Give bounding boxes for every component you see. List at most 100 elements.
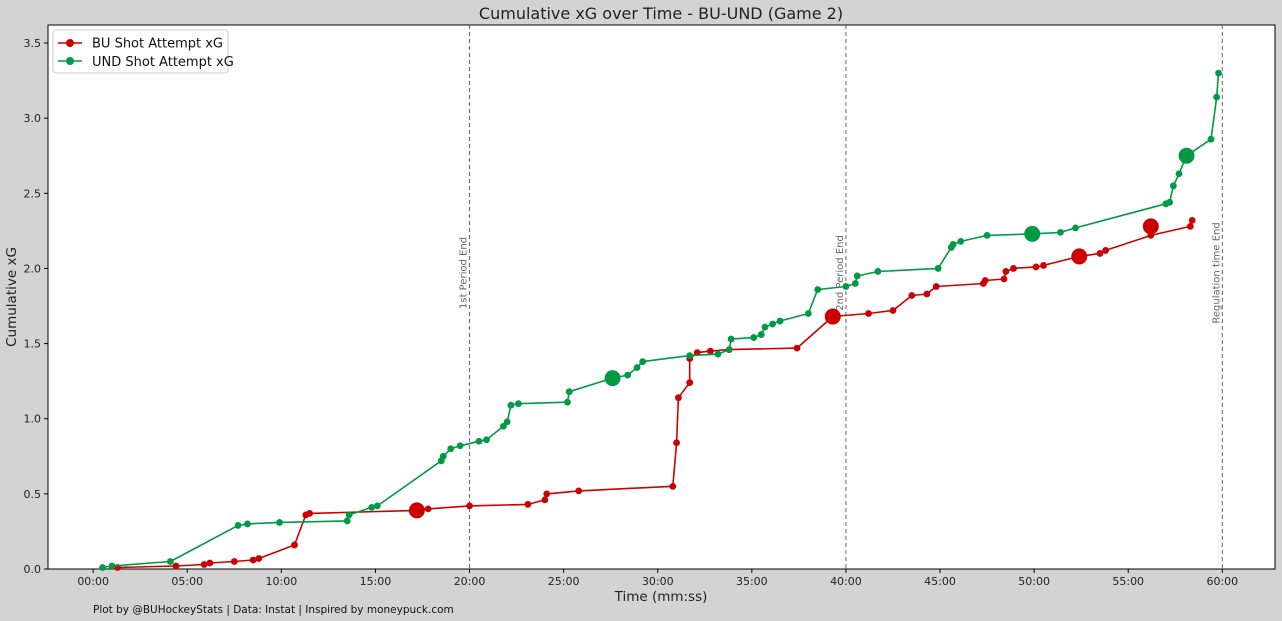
y-tick-label: 0.0 — [24, 563, 42, 576]
goal-point — [1024, 225, 1041, 242]
x-tick-label: 05:00 — [171, 575, 203, 588]
shot-point — [447, 445, 455, 453]
shot-point — [1175, 170, 1183, 178]
shot-point — [842, 283, 850, 290]
shot-point — [1096, 250, 1104, 257]
shot-point — [675, 394, 682, 402]
shot-point — [108, 562, 116, 570]
shot-point — [865, 310, 872, 317]
period-end-label: 2nd Period End — [835, 235, 846, 311]
x-tick-label: 45:00 — [924, 575, 956, 588]
x-tick-label: 50:00 — [1018, 575, 1050, 588]
shot-point — [633, 364, 641, 372]
shot-point — [507, 401, 515, 409]
period-end-label: Regulation time End — [1211, 222, 1222, 323]
y-tick-label: 1.0 — [24, 413, 42, 426]
x-tick-label: 15:00 — [360, 575, 392, 588]
x-tick-label: 25:00 — [548, 575, 580, 588]
y-axis-ticks: 0.0 0.5 1.0 1.5 2.0 2.5 3.0 3.5 — [24, 37, 48, 576]
shot-point — [908, 292, 916, 299]
shot-point — [200, 561, 208, 568]
y-tick-label: 1.5 — [24, 338, 42, 351]
y-tick-label: 3.0 — [24, 112, 42, 125]
shot-point — [500, 422, 507, 430]
shot-point — [1102, 247, 1110, 254]
shot-point — [853, 272, 861, 280]
goal-point — [604, 370, 621, 387]
shot-point — [172, 562, 180, 570]
shot-point — [776, 317, 784, 325]
shot-point — [639, 358, 647, 366]
shot-point — [276, 519, 283, 526]
shot-point — [541, 496, 549, 504]
shot-point — [983, 231, 991, 239]
period-end-lines: 1st Period End 2nd Period End Regulation t… — [459, 25, 1223, 569]
shot-point — [769, 320, 776, 328]
shot-point — [686, 352, 694, 360]
x-tick-label: 55:00 — [1112, 575, 1144, 588]
shot-point — [727, 335, 735, 343]
legend-marker-bu — [66, 39, 74, 47]
chart-footnote: Plot by @BUHockeyStats | Data: Instat | … — [93, 604, 454, 616]
goal-point — [824, 308, 841, 325]
x-tick-label: 20:00 — [454, 575, 486, 588]
shot-point — [1169, 182, 1177, 190]
shot-point — [99, 564, 106, 571]
y-tick-label: 3.5 — [24, 37, 42, 50]
x-axis-label: Time (mm:ss) — [614, 589, 708, 605]
shot-point — [1002, 268, 1010, 275]
shot-point — [804, 310, 812, 317]
legend-marker-und — [66, 57, 74, 65]
plot-background — [47, 24, 1276, 570]
x-tick-label: 40:00 — [830, 575, 862, 588]
shot-point — [1215, 69, 1222, 77]
shot-point — [466, 502, 473, 510]
shot-point — [981, 277, 989, 284]
shot-point — [1032, 263, 1040, 271]
series-0 — [114, 216, 1196, 571]
legend-box — [52, 29, 229, 74]
shot-point — [475, 437, 483, 445]
x-tick-label: 00:00 — [77, 575, 109, 588]
x-tick-label: 10:00 — [266, 575, 298, 588]
shot-point — [923, 290, 931, 298]
shot-point — [793, 344, 801, 352]
y-tick-label: 2.0 — [24, 262, 42, 275]
shot-point — [673, 439, 680, 447]
shot-point — [750, 334, 758, 341]
goal-point — [1142, 218, 1159, 235]
legend: BU Shot Attempt xG UND Shot Attempt xG — [52, 29, 234, 74]
x-tick-label: 30:00 — [642, 575, 674, 588]
shot-point — [1057, 228, 1064, 236]
shot-point — [1040, 262, 1047, 269]
shot-point — [686, 379, 694, 387]
shot-point — [949, 241, 957, 248]
x-tick-label: 35:00 — [736, 575, 768, 588]
shot-point — [1072, 224, 1079, 232]
shot-point — [1166, 198, 1174, 206]
y-tick-label: 2.5 — [24, 187, 42, 200]
shot-point — [575, 487, 583, 495]
legend-label-und: UND Shot Attempt xG — [92, 55, 234, 70]
series-layer — [99, 69, 1222, 571]
shot-point — [932, 283, 940, 290]
y-tick-label: 0.5 — [24, 488, 42, 501]
shot-point — [761, 323, 769, 331]
shot-point — [456, 442, 464, 450]
shot-point — [624, 371, 632, 379]
shot-point — [255, 555, 263, 562]
goal-point — [1071, 248, 1088, 265]
shot-point — [291, 541, 298, 549]
shot-point — [565, 388, 573, 396]
x-axis-ticks: 00:00 05:00 10:00 15:00 20:00 25:00 30:00 35:00… — [77, 569, 1238, 588]
shot-point — [343, 517, 351, 525]
goal-point — [408, 502, 425, 519]
shot-point — [368, 503, 376, 511]
shot-point — [249, 556, 257, 564]
shot-point — [757, 331, 765, 338]
shot-point — [373, 502, 381, 510]
shot-point — [874, 268, 882, 275]
shot-point — [515, 400, 522, 408]
shot-point — [1186, 222, 1194, 230]
